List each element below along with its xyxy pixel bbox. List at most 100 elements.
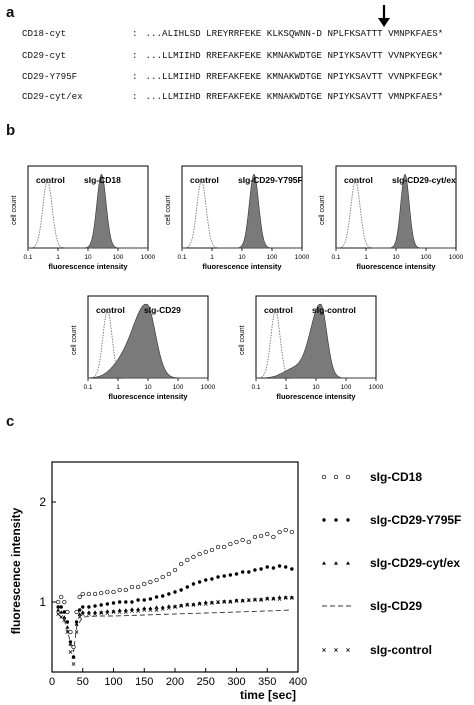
data-point (99, 590, 104, 596)
x-tick-label: 0.1 (83, 384, 92, 391)
data-point (142, 608, 147, 612)
data-point (99, 610, 104, 614)
data-point (283, 596, 288, 600)
x-tick-label: 1000 (141, 254, 156, 261)
x-tick-label: 0.1 (251, 384, 260, 391)
y-axis-label: fluorescence intensity (9, 507, 23, 634)
data-point (234, 599, 239, 603)
data-point (105, 602, 110, 606)
sequence-colon: : (132, 91, 138, 102)
data-point (289, 529, 295, 535)
data-point (68, 640, 73, 644)
data-point (185, 557, 190, 563)
data-point (173, 604, 177, 608)
data-point (142, 581, 147, 587)
x-tick-label: 150 (135, 676, 153, 688)
data-point (62, 615, 67, 619)
y-axis-label: cell count (319, 195, 326, 225)
histogram-h5: control sIg-control cell count 0.1 1 10 100 100… (239, 295, 384, 401)
panel-label-b: b (6, 122, 16, 139)
legend-swatch (346, 518, 350, 522)
data-point (228, 573, 233, 577)
data-point (77, 594, 82, 600)
histogram-h2: control sIg-CD29-Y795F cell count 0.1 1 10 100… (165, 165, 310, 271)
data-point (197, 602, 202, 606)
data-point (77, 615, 82, 619)
data-point (191, 554, 196, 560)
control-label: control (96, 305, 125, 315)
data-point (271, 597, 276, 601)
sequence-colon: : (132, 28, 138, 39)
x-axis-label: fluorescence intensity (276, 392, 356, 401)
sequence-name: CD29-cyt/ex (22, 91, 83, 102)
x-tick-label: 300 (227, 676, 245, 688)
x-tick-label: 1 (56, 254, 60, 261)
data-point (259, 567, 263, 571)
sample-histogram (256, 303, 376, 379)
data-point (148, 608, 153, 612)
histogram-h1: control sIg-CD18 cell count 0.1 1 10 100 1000 fl… (11, 165, 156, 271)
data-point (178, 561, 184, 567)
data-point (123, 587, 128, 593)
data-point (93, 612, 97, 616)
data-point (203, 602, 208, 606)
data-point (271, 534, 276, 540)
data-point (240, 537, 245, 543)
data-point (197, 601, 202, 605)
data-point (185, 602, 190, 606)
legend-label: sIg-CD18 (370, 470, 422, 484)
data-point (204, 578, 208, 582)
control-label: control (264, 305, 293, 315)
histogram-h3: control sIg-CD29-cyt/ex cell count 0.1 1 10 10… (319, 165, 464, 271)
data-point (142, 598, 146, 602)
data-point (228, 541, 233, 547)
data-point (216, 600, 220, 604)
data-point (148, 579, 153, 585)
data-point (74, 630, 79, 634)
sequence-name: CD29-cyt (22, 50, 67, 61)
data-point (105, 611, 110, 615)
data-point (253, 568, 257, 572)
data-point (240, 570, 245, 574)
data-point (77, 612, 82, 616)
sequence-text: ...ALIHLSD LREYRRFEKE KLKSQWNN-D NPLFKSA… (145, 28, 444, 39)
sequence-row: CD29-cyt: ...LLMIIHD RREFAKFEKE KMNAKWDTG… (22, 50, 443, 61)
series-line-3 (57, 609, 292, 653)
data-point (99, 603, 103, 607)
data-point (258, 533, 264, 539)
data-point (259, 598, 263, 602)
x-axis-label: fluorescence intensity (48, 262, 128, 271)
x-tick-label: 1 (210, 254, 214, 261)
sequence-name: CD29-Y795F (22, 71, 78, 82)
x-tick-label: 10 (238, 254, 246, 261)
data-point (246, 539, 251, 545)
plot-frame (51, 461, 299, 673)
data-point (173, 590, 177, 594)
data-point (136, 598, 140, 602)
data-point (253, 598, 257, 602)
data-point (111, 610, 116, 614)
data-point (160, 607, 165, 611)
y-tick-label: 1 (39, 595, 46, 609)
data-point (228, 599, 233, 603)
data-point (111, 589, 116, 595)
data-point (71, 655, 76, 659)
data-point (74, 622, 79, 626)
legend-label: sIg-control (370, 643, 432, 657)
data-point (222, 599, 227, 603)
panel-label-a: a (6, 4, 15, 21)
data-point (135, 584, 141, 590)
legend-swatch (346, 648, 350, 652)
data-point (191, 602, 196, 606)
sample-label: sIg-CD29-Y795F (238, 175, 303, 185)
sequence-colon: : (132, 50, 138, 61)
data-point (284, 565, 288, 569)
data-point (247, 570, 251, 574)
data-point (130, 609, 134, 613)
sequence-row: CD29-cyt/ex: ...LLMIIHD RREFAKFEKE KMNAKW… (22, 91, 443, 102)
sequence-text: ...LLMIIHD RREFAKFEKE KMNAKWDTGE NPIYKSA… (145, 50, 444, 61)
data-point (117, 610, 122, 614)
x-tick-label: 100 (113, 254, 124, 261)
data-point (81, 605, 85, 609)
data-point (209, 600, 214, 604)
